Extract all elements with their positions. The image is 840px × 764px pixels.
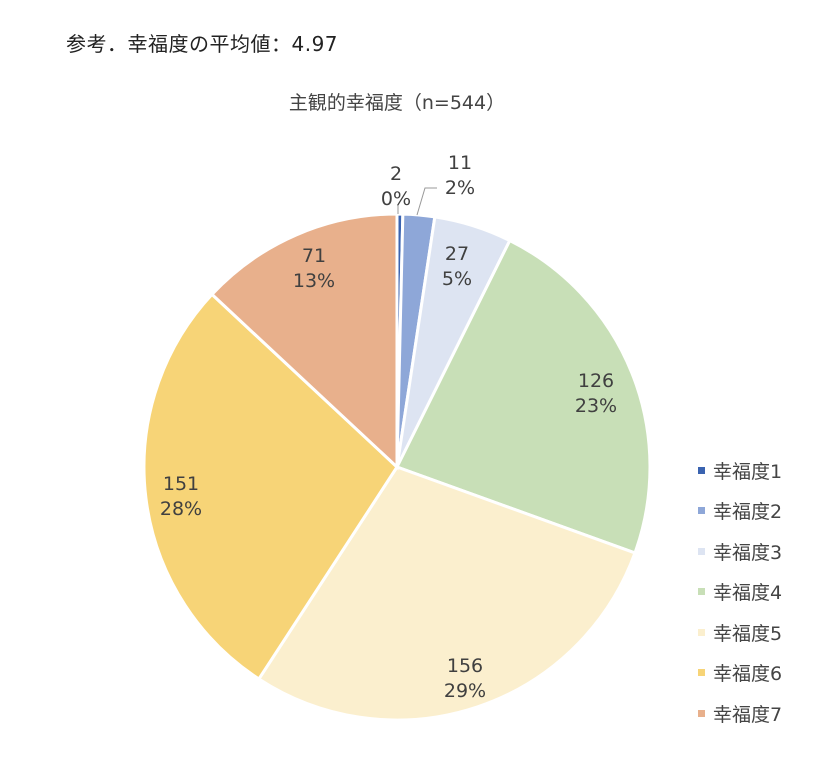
legend-item-4: 幸福度4 <box>698 572 782 613</box>
data-label-value-6: 151 <box>163 473 199 495</box>
header-note: 参考．幸福度の平均値：4.97 <box>66 32 339 56</box>
data-label-value-7: 71 <box>302 245 326 267</box>
legend-item-3: 幸福度3 <box>698 531 782 572</box>
legend-item-1: 幸福度1 <box>698 450 782 491</box>
data-label-percent-1: 0% <box>381 188 411 210</box>
legend-item-2: 幸福度2 <box>698 491 782 532</box>
legend-swatch <box>698 466 705 474</box>
legend-label: 幸福度1 <box>713 460 783 483</box>
data-label-value-4: 126 <box>578 370 614 392</box>
pie-slice-7 <box>209 212 399 471</box>
legend-swatch <box>698 669 705 677</box>
data-label-value-1: 2 <box>390 163 402 185</box>
chart-legend: 幸福度1 幸福度2 幸福度3 幸福度4 幸福度5 幸福度6 幸福度7 <box>698 450 782 734</box>
data-label-percent-6: 28% <box>160 498 202 520</box>
data-label-value-2: 11 <box>448 152 472 174</box>
legend-item-5: 幸福度5 <box>698 612 782 653</box>
legend-swatch <box>698 507 705 515</box>
legend-swatch <box>698 588 705 596</box>
data-label-percent-5: 29% <box>444 680 486 702</box>
legend-label: 幸福度4 <box>713 582 783 605</box>
legend-swatch <box>698 628 705 636</box>
legend-item-7: 幸福度7 <box>698 693 782 734</box>
legend-label: 幸福度2 <box>713 501 783 524</box>
data-label-percent-2: 2% <box>445 177 475 199</box>
legend-label: 幸福度3 <box>713 541 783 564</box>
legend-item-6: 幸福度6 <box>698 653 782 694</box>
pie-slice-5 <box>256 465 637 722</box>
chart-title: 主観的幸福度（n=544） <box>288 92 506 114</box>
data-label-percent-3: 5% <box>442 268 472 290</box>
legend-swatch <box>698 709 705 717</box>
data-label-value-5: 156 <box>447 655 483 677</box>
legend-swatch <box>698 547 705 555</box>
pie-slice-4 <box>394 238 652 555</box>
data-label-percent-7: 13% <box>293 270 335 292</box>
data-label-value-3: 27 <box>445 243 469 265</box>
pie-slice-6 <box>142 292 399 682</box>
data-label-percent-4: 23% <box>575 395 617 417</box>
legend-label: 幸福度5 <box>713 622 783 645</box>
legend-label: 幸福度6 <box>713 663 783 686</box>
legend-label: 幸福度7 <box>713 703 783 726</box>
leader-line-2 <box>416 187 437 216</box>
